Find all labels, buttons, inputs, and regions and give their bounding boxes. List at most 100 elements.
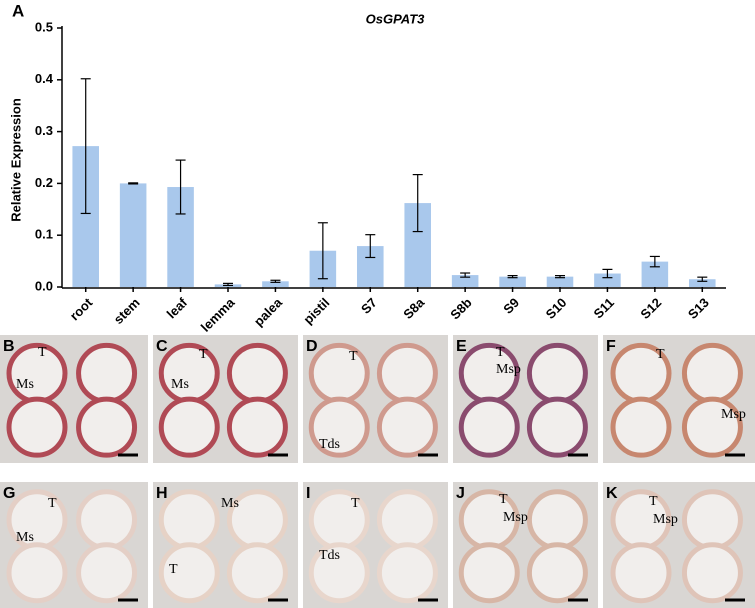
anther-locule xyxy=(308,342,370,404)
anther-locule xyxy=(158,489,220,551)
error-bar xyxy=(697,276,708,282)
annotation: T xyxy=(496,345,505,360)
bar xyxy=(689,279,716,287)
panel-label: F xyxy=(606,338,616,355)
y-tick-label: 0.2 xyxy=(35,175,53,190)
x-tick-label: S7 xyxy=(358,295,380,317)
x-tick-label: S12 xyxy=(637,295,664,322)
anther-locule xyxy=(226,342,288,404)
panel: J T Msp xyxy=(453,482,598,608)
panel-label: C xyxy=(156,338,168,355)
anther-locule xyxy=(226,542,288,604)
x-tick-label: leaf xyxy=(164,294,191,321)
anther-locule xyxy=(308,396,370,458)
error-bar xyxy=(270,279,281,283)
x-tick-label: S10 xyxy=(543,295,570,322)
bar xyxy=(594,273,621,287)
error-bar xyxy=(649,255,660,268)
x-tick-label: S9 xyxy=(500,295,522,317)
anther-locule xyxy=(158,542,220,604)
x-tick-label: S8b xyxy=(447,295,475,323)
anther-locule xyxy=(376,542,438,604)
y-tick-label: 0.3 xyxy=(35,123,53,138)
panel: D T Tds xyxy=(303,335,448,463)
x-tick-label: stem xyxy=(111,295,143,327)
anther-locule xyxy=(681,396,743,458)
anther-locule xyxy=(158,396,220,458)
panel: F T Msp xyxy=(603,335,755,463)
annotation: Ms xyxy=(16,377,34,392)
anther-locule xyxy=(526,396,588,458)
panel-label: H xyxy=(156,485,168,502)
bar xyxy=(262,281,289,287)
anther-locule xyxy=(526,489,588,551)
panel-label: B xyxy=(3,338,15,355)
y-axis-label: Relative Expression xyxy=(8,98,23,222)
anther-locule xyxy=(76,542,138,604)
anther-locule xyxy=(376,342,438,404)
anther-locule xyxy=(376,489,438,551)
x-tick-label: S11 xyxy=(591,295,617,321)
panel: K T Msp xyxy=(603,482,755,608)
anther-locule xyxy=(6,396,68,458)
annotation: Msp xyxy=(496,362,521,377)
anther-locule xyxy=(76,396,138,458)
annotation: T xyxy=(38,345,47,360)
error-bar xyxy=(602,268,613,279)
annotation: T xyxy=(199,347,208,362)
annotation: T xyxy=(48,496,57,511)
panel: G T Ms xyxy=(0,482,148,608)
anther-locule xyxy=(6,342,68,404)
annotation: Tds xyxy=(319,437,340,452)
panel-label: I xyxy=(306,485,310,502)
error-bar xyxy=(555,275,565,279)
annotation: Msp xyxy=(721,407,746,422)
anther-locule xyxy=(681,342,743,404)
anther-locule xyxy=(226,396,288,458)
error-bar xyxy=(317,222,328,280)
anther-locule xyxy=(76,489,138,551)
anther-locule xyxy=(308,542,370,604)
x-tick-label: pistil xyxy=(300,295,332,327)
panel: C T Ms xyxy=(153,335,298,463)
y-tick-label: 0.1 xyxy=(35,227,53,242)
panel: E T Msp xyxy=(453,335,598,463)
bar xyxy=(546,276,574,287)
annotation: T xyxy=(349,349,358,364)
annotation: Tds xyxy=(319,548,340,563)
anther-locule xyxy=(610,396,672,458)
y-tick-label: 0.5 xyxy=(35,19,53,34)
bar xyxy=(451,275,479,287)
anther-locule xyxy=(681,542,743,604)
figure-label: A xyxy=(12,1,24,20)
anther-locule xyxy=(458,542,520,604)
annotation: Ms xyxy=(221,496,239,511)
panel: I T Tds xyxy=(303,482,448,608)
anther-locule xyxy=(6,542,68,604)
annotation: T xyxy=(499,492,508,507)
y-tick-label: 0.4 xyxy=(35,71,54,86)
anther-locule xyxy=(681,489,743,551)
anther-locule xyxy=(458,396,520,458)
panel-label: E xyxy=(456,338,467,355)
annotation: T xyxy=(169,562,178,577)
error-bar xyxy=(80,78,91,215)
anther-locule xyxy=(158,342,220,404)
x-tick-label: palea xyxy=(251,294,286,329)
annotation: Ms xyxy=(171,377,189,392)
annotation: T xyxy=(649,494,658,509)
error-bar xyxy=(128,182,139,185)
x-tick-label: S13 xyxy=(685,295,712,322)
error-bar xyxy=(507,275,518,279)
panel-label: K xyxy=(606,485,618,502)
anther-locule xyxy=(76,342,138,404)
error-bar xyxy=(460,272,471,278)
chart-title: OsGPAT3 xyxy=(366,11,426,26)
panel-label: G xyxy=(3,485,15,502)
panel-label: J xyxy=(456,485,465,502)
annotation: Msp xyxy=(503,510,528,525)
anther-locule xyxy=(376,396,438,458)
error-bar xyxy=(223,282,233,287)
error-bar xyxy=(175,159,186,215)
